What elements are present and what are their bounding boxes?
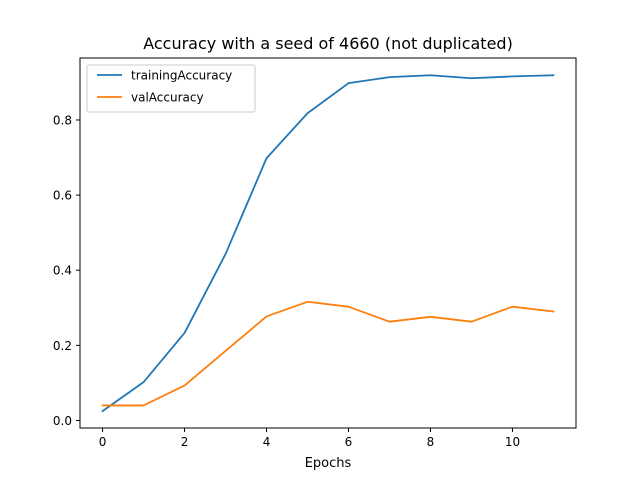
plot-area: 0 2 4 6 8 10 0.0 0.2 0.4 0.6 0.8 [53, 57, 577, 449]
x-tick-label: 6 [345, 435, 353, 449]
y-tick-label: 0.2 [53, 339, 72, 353]
y-tick-label: 0.4 [53, 264, 72, 278]
series-lines [101, 74, 555, 413]
x-tick-label: 8 [427, 435, 435, 449]
plot-frame [79, 57, 577, 429]
legend-label: valAccuracy [131, 91, 204, 105]
x-tick-label: 10 [505, 435, 520, 449]
x-tick-label: 2 [181, 435, 189, 449]
y-tick-label: 0.8 [53, 113, 72, 127]
y-tick-label: 0.0 [53, 414, 72, 428]
legend-items: trainingAccuracy valAccuracy [97, 69, 232, 105]
series-line-valAccuracy [101, 300, 555, 407]
chart-title: Accuracy with a seed of 4660 (not duplic… [143, 34, 513, 53]
y-axis-ticks: 0.0 0.2 0.4 0.6 0.8 [53, 113, 80, 428]
x-tick-label: 4 [263, 435, 271, 449]
series-line-trainingAccuracy [101, 74, 555, 413]
legend-box [86, 64, 256, 113]
legend-label: trainingAccuracy [131, 69, 232, 83]
y-tick-label: 0.6 [53, 189, 72, 203]
legend: trainingAccuracy valAccuracy [86, 64, 256, 113]
x-axis-label: Epochs [305, 456, 352, 471]
x-axis-ticks: 0 2 4 6 8 10 [99, 428, 520, 449]
x-tick-label: 0 [99, 435, 107, 449]
